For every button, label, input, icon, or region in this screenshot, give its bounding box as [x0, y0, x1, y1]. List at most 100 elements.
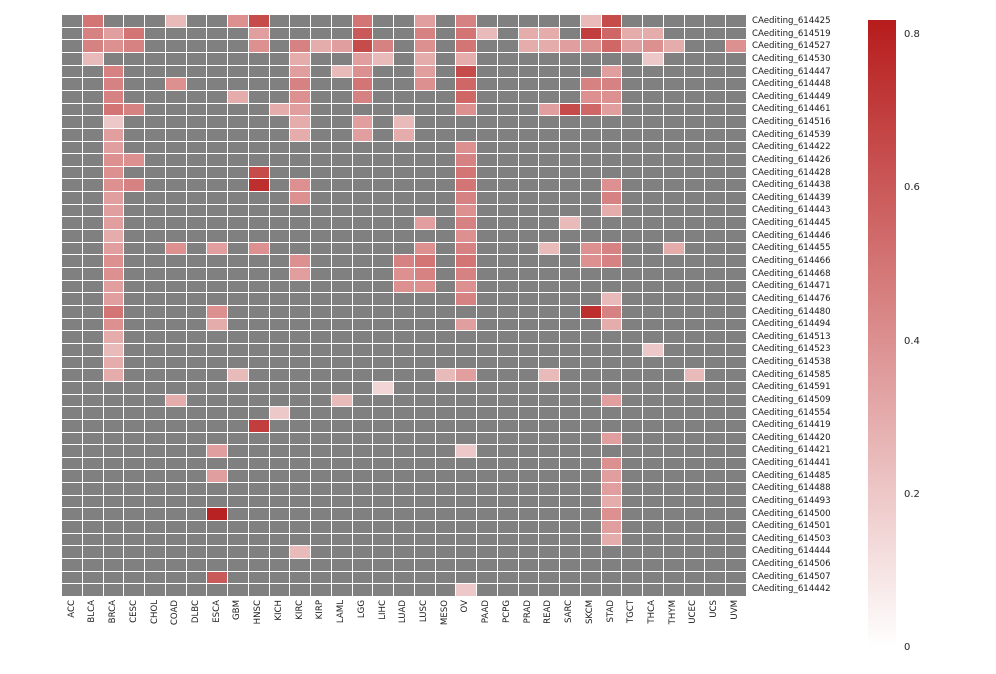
- heatmap-cell: [580, 432, 601, 445]
- heatmap-cell: [269, 495, 290, 508]
- heatmap-cell: [456, 571, 477, 584]
- heatmap-cell: [601, 407, 622, 419]
- heatmap-cell: [477, 192, 497, 204]
- heatmap-cell: [497, 394, 518, 407]
- heatmap-cell: [726, 103, 746, 116]
- heatmap-cell: [539, 15, 560, 27]
- heatmap-cell: [373, 356, 394, 369]
- heatmap-cell: [580, 369, 601, 381]
- heatmap-cell: [82, 230, 103, 242]
- heatmap-cell: [248, 15, 269, 27]
- heatmap-cell: [228, 217, 248, 230]
- heatmap-cell: [290, 331, 311, 343]
- heatmap-cell: [248, 521, 269, 533]
- heatmap-cell: [539, 128, 560, 141]
- heatmap-cell: [124, 457, 145, 470]
- heatmap-cell: [580, 255, 601, 268]
- heatmap-cell: [663, 546, 684, 559]
- col-label: LUSC: [418, 600, 429, 623]
- heatmap-cell: [186, 154, 207, 166]
- heatmap-cell: [62, 154, 82, 166]
- heatmap-cell: [601, 52, 622, 65]
- heatmap-cell: [207, 230, 228, 242]
- heatmap-cell: [456, 217, 477, 230]
- heatmap-cell: [394, 521, 414, 533]
- heatmap-cell: [726, 419, 746, 432]
- heatmap-cell: [124, 571, 145, 584]
- heatmap-cell: [497, 432, 518, 445]
- heatmap-cell: [145, 103, 165, 116]
- heatmap-cell: [705, 470, 726, 483]
- heatmap-cell: [435, 280, 456, 293]
- heatmap-cell: [290, 546, 311, 559]
- colorbar-tick-label: 0: [904, 642, 911, 653]
- col-label-box: BLCA: [83, 600, 104, 654]
- heatmap-cell: [331, 445, 352, 457]
- heatmap-cell: [228, 204, 248, 217]
- heatmap-cell: [124, 78, 145, 90]
- heatmap-cell: [228, 381, 248, 394]
- heatmap-cell: [497, 154, 518, 166]
- heatmap-cell: [103, 103, 124, 116]
- row-label: CAediting_614471: [752, 281, 831, 292]
- heatmap-cell: [62, 533, 82, 546]
- heatmap-cell: [560, 457, 580, 470]
- heatmap-cell: [165, 116, 186, 128]
- heatmap-cell: [435, 15, 456, 27]
- heatmap-cell: [705, 495, 726, 508]
- heatmap-cell: [62, 192, 82, 204]
- heatmap-cell: [684, 584, 705, 596]
- heatmap-cell: [373, 432, 394, 445]
- heatmap-cell: [165, 343, 186, 356]
- heatmap-cell: [560, 204, 580, 217]
- heatmap-cell: [145, 268, 165, 280]
- heatmap-cell: [331, 495, 352, 508]
- heatmap-cell: [705, 546, 726, 559]
- heatmap-cell: [643, 381, 663, 394]
- heatmap-cell: [435, 407, 456, 419]
- heatmap-cell: [82, 255, 103, 268]
- heatmap-cell: [228, 533, 248, 546]
- row-label: CAediting_614493: [752, 495, 831, 506]
- heatmap-cell: [290, 343, 311, 356]
- heatmap-cell: [643, 407, 663, 419]
- heatmap-cell: [622, 533, 643, 546]
- heatmap-cell: [62, 381, 82, 394]
- heatmap-cell: [228, 521, 248, 533]
- heatmap-cell: [62, 318, 82, 331]
- heatmap-cell: [165, 495, 186, 508]
- heatmap-cell: [124, 343, 145, 356]
- heatmap-cell: [726, 179, 746, 192]
- heatmap-cell: [726, 65, 746, 78]
- heatmap-cell: [207, 128, 228, 141]
- heatmap-cell: [539, 457, 560, 470]
- heatmap-cell: [663, 255, 684, 268]
- col-label-box: SKCM: [580, 600, 601, 654]
- heatmap-cell: [705, 255, 726, 268]
- heatmap-cell: [352, 495, 373, 508]
- heatmap-cell: [82, 394, 103, 407]
- heatmap-cell: [352, 571, 373, 584]
- heatmap-cell: [414, 204, 435, 217]
- heatmap-cell: [435, 559, 456, 571]
- heatmap-cell: [207, 166, 228, 179]
- heatmap-cell: [539, 559, 560, 571]
- heatmap-cell: [352, 90, 373, 103]
- heatmap-cell: [145, 78, 165, 90]
- heatmap-cell: [290, 306, 311, 318]
- heatmap-cell: [435, 457, 456, 470]
- col-label: UVM: [729, 600, 740, 620]
- heatmap-cell: [601, 457, 622, 470]
- heatmap-cell: [518, 495, 539, 508]
- heatmap-cell: [145, 141, 165, 154]
- heatmap-cell: [705, 65, 726, 78]
- heatmap-cell: [269, 204, 290, 217]
- heatmap-cell: [207, 419, 228, 432]
- heatmap-cell: [62, 546, 82, 559]
- heatmap-cell: [601, 90, 622, 103]
- heatmap-cell: [373, 495, 394, 508]
- heatmap-cell: [705, 166, 726, 179]
- heatmap-cell: [290, 381, 311, 394]
- heatmap-cell: [103, 166, 124, 179]
